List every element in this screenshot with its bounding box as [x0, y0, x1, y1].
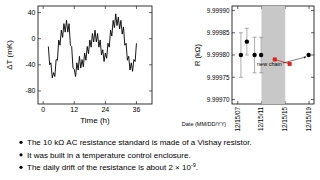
y-tick-label: 9.99970	[207, 96, 230, 103]
x-tick	[74, 6, 75, 9]
y-tick	[38, 64, 41, 65]
arrow-head	[304, 57, 307, 59]
y-tick	[149, 64, 152, 65]
y-tick-label: 0	[32, 35, 36, 42]
y-tick	[311, 55, 314, 56]
error-bar-cap	[245, 55, 249, 56]
y-tick	[149, 38, 152, 39]
x-tick	[74, 101, 75, 104]
y-axis-label: ΔT (mK)	[5, 40, 14, 70]
x-tick	[237, 101, 238, 104]
x-tick	[136, 101, 137, 104]
error-bar-cap	[253, 72, 257, 73]
bullet-part: .	[196, 163, 198, 172]
y-tick	[311, 10, 314, 11]
bullet-text: The daily drift of the resistance is abo…	[27, 162, 198, 172]
bullet-dot	[19, 141, 22, 144]
chart-0: 0 12 24 36 -80 -40 0 40 Time (h) ΔT (mK)	[5, 6, 152, 125]
bullet-dot	[19, 166, 22, 169]
data-point	[252, 53, 256, 57]
y-axis-label: R (kΩ)	[193, 44, 202, 66]
y-tick-label: 9.99985	[207, 29, 230, 36]
bullet-list: The 10 kΩ AC resistance standard is made…	[19, 138, 251, 172]
bullet-part: It was built in a temperature control en…	[27, 151, 191, 160]
y-tick	[311, 32, 314, 33]
error-bar	[239, 33, 243, 78]
data-point	[259, 53, 263, 57]
plot-frame	[38, 6, 152, 104]
data-point	[288, 62, 292, 66]
y-tick	[38, 38, 41, 39]
y-tick	[232, 99, 235, 100]
y-tick	[311, 99, 314, 100]
x-tick	[309, 6, 310, 9]
error-bar-cap	[259, 37, 263, 38]
x-tick	[237, 6, 238, 9]
y-tick-label: 9.99980	[207, 51, 230, 58]
y-tick	[38, 12, 41, 13]
y-tick	[38, 90, 41, 91]
x-axis-label: Time (h)	[80, 116, 110, 125]
y-tick	[232, 55, 235, 56]
x-tick-label: 12/15/11	[257, 107, 264, 132]
x-tick-label: 12/15/07	[234, 107, 241, 132]
x-tick	[43, 6, 44, 9]
error-bar-cap	[245, 28, 249, 29]
x-tick-label: 36	[133, 106, 141, 113]
annotation: new chain	[257, 61, 282, 67]
error-bar-cap	[239, 77, 243, 78]
data-point	[239, 53, 243, 57]
error-bar	[259, 37, 263, 73]
error-bar	[245, 28, 249, 55]
y-tick-label: -80	[25, 87, 35, 94]
background	[0, 0, 320, 180]
x-axis-label: Date (MM/DD/YY)	[182, 121, 226, 127]
y-tick	[232, 77, 235, 78]
y-tick	[311, 77, 314, 78]
data-point	[306, 53, 310, 57]
bullet-dot	[19, 153, 22, 156]
y-tick	[149, 90, 152, 91]
chart-1: 12/15/07 12/15/11 12/15/15 12/15/19 9.99970 9…	[182, 6, 314, 132]
plot-frame	[232, 6, 314, 104]
x-tick	[43, 101, 44, 104]
y-tick-label: 40	[28, 9, 36, 16]
temperature-line	[48, 14, 136, 78]
bullet-text: The 10 kΩ AC resistance standard is made…	[27, 138, 252, 147]
x-tick-label: 24	[101, 106, 109, 113]
error-bar-cap	[239, 32, 243, 33]
error-bar	[253, 37, 257, 73]
slide: 0122436-80-40040Time (h)ΔT (mK)12/15/071…	[0, 0, 320, 180]
error-bar-cap	[259, 72, 263, 73]
error-bar-cap	[253, 37, 257, 38]
x-tick-label: 12/15/19	[305, 107, 312, 132]
x-tick	[105, 6, 106, 9]
x-tick	[105, 101, 106, 104]
y-tick	[232, 10, 235, 11]
data-point	[245, 39, 249, 43]
y-tick-label: 9.99990	[207, 7, 230, 14]
y-tick-label: 9.99975	[207, 74, 230, 81]
y-tick-label: -40	[25, 61, 35, 68]
x-tick-label: 0	[41, 106, 45, 113]
y-tick	[149, 12, 152, 13]
x-tick-label: 12	[70, 106, 78, 113]
data-group	[48, 14, 136, 78]
x-tick-label: 12/15/15	[281, 107, 288, 132]
shaded-region	[261, 6, 285, 104]
annotation-arrow	[283, 57, 306, 63]
data-group	[239, 6, 311, 104]
x-tick	[309, 101, 310, 104]
x-tick	[136, 6, 137, 9]
bullet-part: The 10 kΩ AC resistance standard is made…	[27, 138, 252, 147]
bullet-text: It was built in a temperature control en…	[27, 151, 191, 160]
y-tick	[232, 32, 235, 33]
bullet-part: The daily drift of the resistance is abo…	[27, 163, 191, 172]
